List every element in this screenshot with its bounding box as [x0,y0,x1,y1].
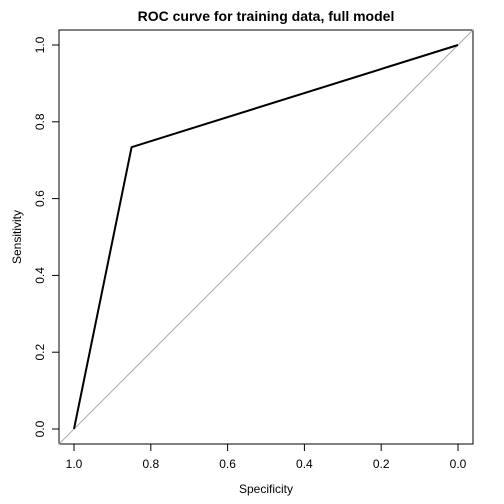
x-tick-label: 0.2 [373,457,390,471]
x-tick-label: 0.0 [450,457,467,471]
y-tick-label: 0.8 [33,113,47,130]
y-tick-label: 0.6 [33,190,47,207]
x-axis-label: Specificity [239,482,293,496]
chart-title: ROC curve for training data, full model [138,8,395,24]
y-tick-label: 0.2 [33,344,47,361]
y-axis-label: Sensitivity [10,210,24,264]
y-tick-label: 0.4 [33,267,47,284]
x-tick-label: 1.0 [66,457,83,471]
x-tick-label: 0.6 [219,457,236,471]
x-tick-label: 0.8 [142,457,159,471]
y-tick-label: 0.0 [33,420,47,437]
reference-diagonal-line [58,29,474,445]
roc-curve-line [73,44,459,430]
y-tick-label: 1.0 [33,36,47,53]
x-tick-label: 0.4 [296,457,313,471]
